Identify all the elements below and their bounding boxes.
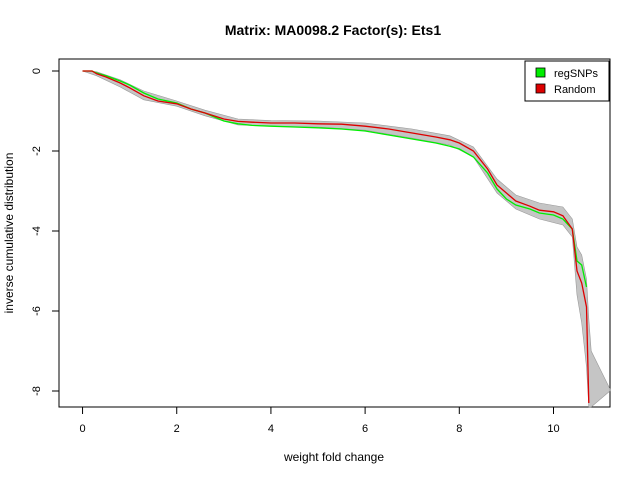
y-tick-label: 0: [31, 68, 43, 74]
series-layer: [82, 70, 590, 404]
legend-label-random: Random: [554, 84, 596, 96]
legend-label-regsnps: regSNPs: [554, 68, 599, 80]
y-axis: 0 -2 -4 -6 -8: [31, 68, 60, 396]
x-tick-label: 2: [174, 423, 180, 435]
y-tick-label: -8: [31, 386, 43, 396]
legend: regSNPs Random: [524, 60, 610, 102]
random-envelope: [82, 70, 611, 408]
x-tick-label: 8: [456, 423, 462, 435]
x-tick-label: 6: [362, 423, 368, 435]
x-tick-label: 0: [79, 423, 85, 435]
legend-swatch-regsnps: [535, 67, 546, 78]
x-tick-label: 10: [547, 423, 559, 435]
y-axis-title: inverse cumulative distribution: [2, 153, 16, 314]
y-tick-label: -6: [31, 306, 43, 316]
plot-frame: [58, 58, 611, 408]
chart-title: Matrix: MA0098.2 Factor(s): Ets1: [225, 22, 442, 38]
y-tick-label: -4: [31, 226, 43, 236]
random-envelope-band: [82, 70, 611, 408]
x-axis: 0 2 4 6 8 10: [79, 406, 560, 435]
x-tick-label: 4: [268, 423, 274, 435]
x-axis-title: weight fold change: [283, 450, 384, 464]
series-line-random: [82, 70, 590, 404]
series-line-regsnps: [82, 70, 588, 288]
y-tick-label: -2: [31, 146, 43, 156]
legend-swatch-random: [535, 83, 546, 94]
